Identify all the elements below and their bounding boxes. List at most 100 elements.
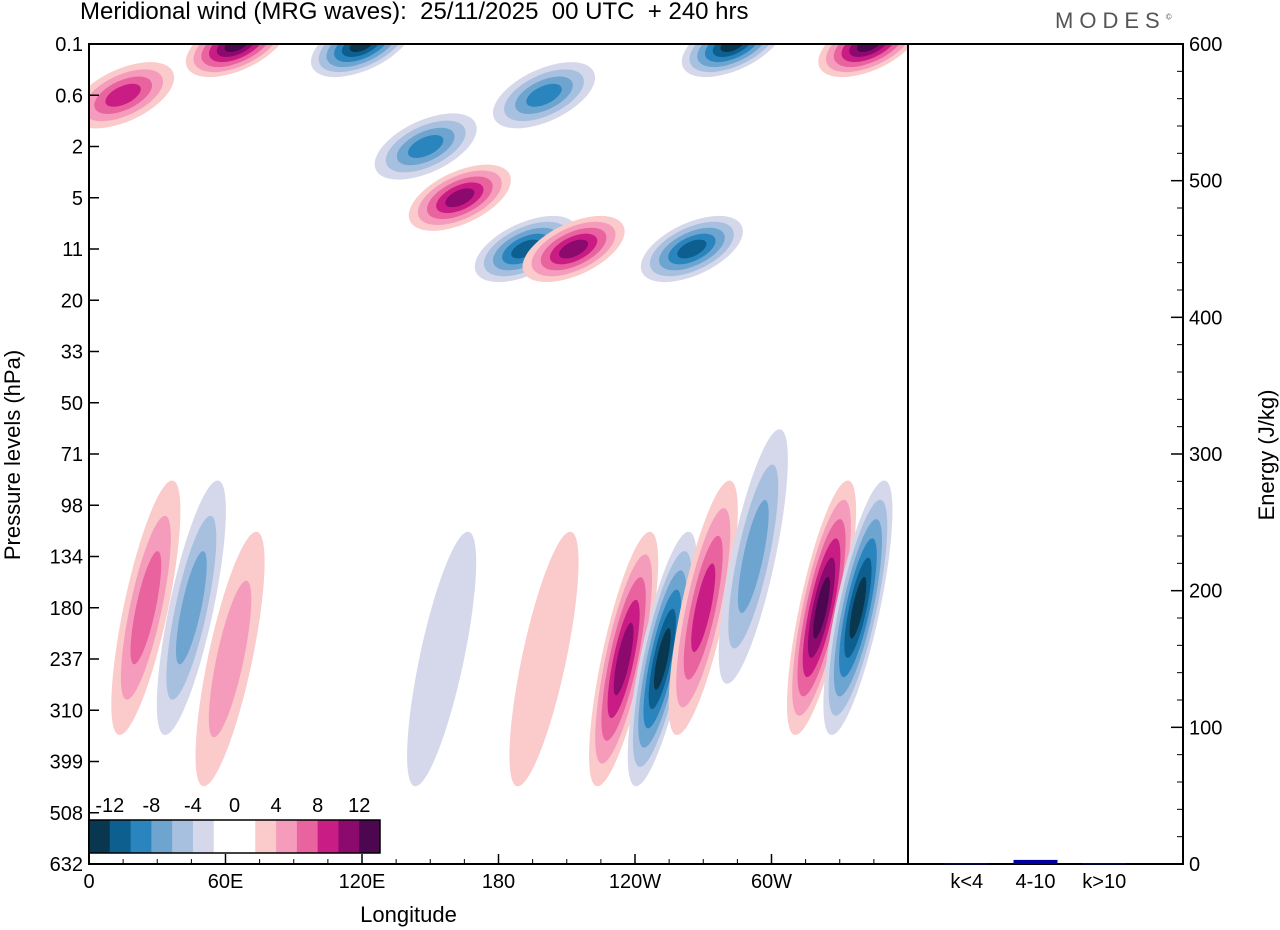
- colorbar-frame: [88, 819, 381, 854]
- x-tick-label: 0: [83, 871, 94, 893]
- contour-feature: [374, 113, 477, 180]
- contour-band: [208, 580, 252, 738]
- contour-feature: [407, 531, 477, 787]
- y-tick-label: 0.1: [55, 34, 83, 56]
- contour-feature: [195, 531, 265, 787]
- contour-band: [856, 44, 882, 53]
- x-tick-label: 180: [482, 871, 515, 893]
- colorbar-swatch: [89, 820, 111, 853]
- x-tick-label: 120W: [609, 871, 661, 893]
- energy-plot-frame: [907, 43, 1184, 865]
- contour-feature: [310, 44, 414, 78]
- contour-band: [407, 531, 477, 787]
- colorbar-swatch: [317, 820, 339, 853]
- y-tick-label: 310: [50, 700, 83, 722]
- colorbar-label: 0: [229, 795, 240, 817]
- colorbar-swatch: [192, 820, 215, 853]
- energy-x-tick-label: 4-10: [1015, 871, 1055, 893]
- contour-band: [509, 531, 579, 787]
- contour-feature: [89, 62, 175, 129]
- colorbar-label: -12: [95, 795, 124, 817]
- x-tick-label: 60E: [208, 871, 244, 893]
- colorbar-swatch: [338, 820, 360, 853]
- colorbar-label: 8: [312, 795, 323, 817]
- colorbar-swatch: [255, 820, 277, 853]
- colorbar-label: -4: [184, 795, 202, 817]
- contour-feature: [111, 480, 181, 735]
- energy-bar: [944, 863, 989, 865]
- y-tick-label: 98: [61, 495, 83, 517]
- colorbar-label: -8: [142, 795, 160, 817]
- contour-feature: [818, 44, 908, 78]
- contour-band: [653, 628, 671, 690]
- y-tick-label: 20: [61, 290, 83, 312]
- contour-band: [176, 551, 207, 665]
- contour-feature: [156, 480, 226, 735]
- energy-y-tick-label: 100: [1189, 717, 1222, 739]
- contour-band: [105, 83, 141, 107]
- energy-bar: [1013, 859, 1058, 864]
- contour-feature: [408, 164, 511, 231]
- y-tick-label: 50: [61, 393, 83, 415]
- energy-y-tick-label: 300: [1189, 444, 1222, 466]
- energy-x-tick-label: k<4: [950, 871, 983, 893]
- y-tick-label: 237: [50, 649, 83, 671]
- y-tick-label: 0.6: [55, 85, 83, 107]
- contour-feature: [627, 531, 697, 787]
- y-tick-label: 2: [72, 137, 83, 159]
- x-tick-label: 120E: [339, 871, 386, 893]
- modes-logo: MODES©: [1055, 8, 1172, 33]
- y-tick-label: 508: [50, 803, 83, 825]
- colorbar-swatch: [276, 820, 298, 853]
- colorbar: -12 -8 -4 0 4 8 12: [88, 795, 381, 854]
- contour-band: [813, 576, 830, 639]
- colorbar-swatch: [130, 820, 152, 853]
- colorbar-swatch: [172, 820, 194, 853]
- colorbar-swatch: [151, 820, 173, 853]
- energy-y-tick-label: 200: [1189, 581, 1222, 603]
- colorbar-swatch: [213, 820, 235, 853]
- contour-feature: [681, 44, 784, 78]
- y-tick-label: 5: [72, 188, 83, 210]
- y-axis-label: Pressure levels (hPa): [0, 350, 25, 560]
- energy-y-tick-label: 600: [1189, 34, 1222, 56]
- contour-band: [849, 576, 867, 639]
- x-tick-label: 60W: [751, 871, 792, 893]
- y-tick-label: 134: [50, 547, 83, 569]
- colorbar-label: 4: [271, 795, 282, 817]
- contour-feature: [522, 215, 625, 283]
- contour-feature: [787, 480, 857, 735]
- y-tick-label: 11: [62, 239, 83, 261]
- contour-band: [613, 622, 634, 696]
- contour-field: [89, 44, 908, 787]
- contour-band: [559, 239, 589, 259]
- x-axis-label: Longitude: [360, 902, 457, 927]
- energy-y-axis-label: Energy (J/kg): [1254, 390, 1279, 521]
- contour-feature: [668, 480, 738, 735]
- contour-band: [737, 499, 769, 614]
- chart-title: Meridional wind (MRG waves): 25/11/2025 …: [80, 0, 749, 25]
- contour-feature: [509, 531, 579, 787]
- main-axes: 0.1 0.6 2 5 11 20 33 50 71 98 134 180 237 310 399 508 63…: [0, 34, 875, 927]
- y-tick-label: 399: [50, 752, 83, 774]
- colorbar-swatch: [296, 820, 319, 853]
- colorbar-swatch: [234, 820, 256, 853]
- contour-feature: [492, 62, 596, 129]
- energy-bar: [1082, 863, 1127, 865]
- contour-feature: [823, 480, 893, 735]
- contour-band: [511, 239, 541, 259]
- energy-x-tick-label: k>10: [1082, 871, 1126, 893]
- y-tick-label: 71: [61, 444, 83, 466]
- contour-band: [349, 44, 375, 53]
- energy-y-tick-label: 0: [1189, 854, 1200, 876]
- contour-feature: [185, 44, 288, 78]
- contour-feature: [640, 215, 743, 283]
- contour-band: [720, 44, 746, 53]
- contour-band: [407, 135, 444, 158]
- colorbar-swatch: [359, 820, 381, 853]
- y-tick-label: 180: [50, 598, 83, 620]
- energy-bar-chart: 0 100 200 300 400 500 600 Energy (J/kg) k<4 4-10 k…: [944, 34, 1279, 893]
- energy-y-tick-label: 400: [1189, 307, 1222, 329]
- contour-band: [526, 83, 562, 107]
